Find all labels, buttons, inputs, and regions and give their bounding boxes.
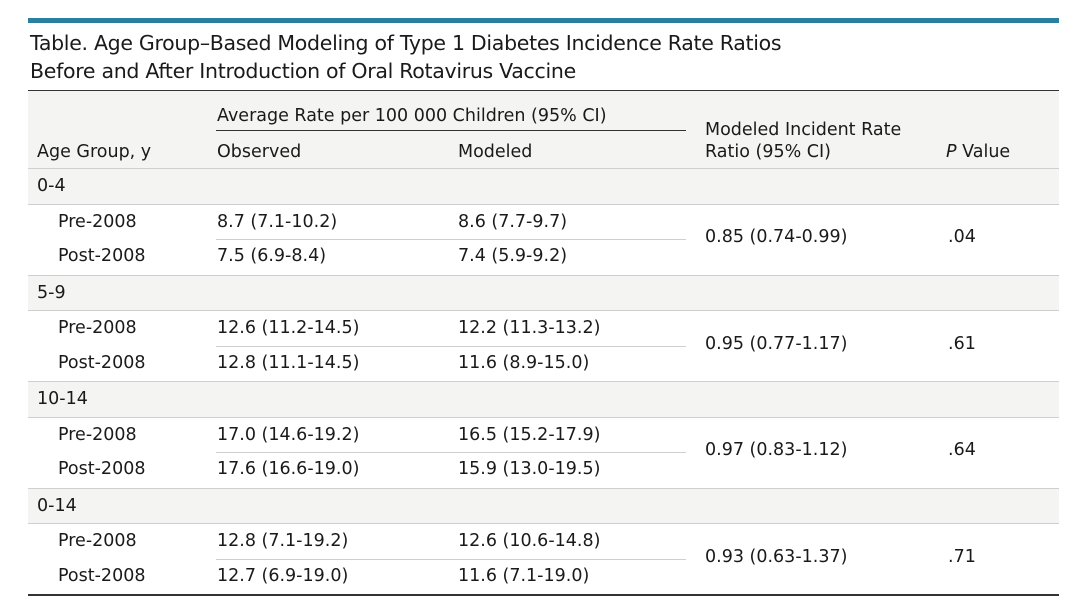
header-span-rule (216, 130, 686, 131)
period-cell: Pre-2008 (58, 318, 137, 338)
ratio-cell: 0.93 (0.63-1.37) (705, 546, 848, 567)
header-age-group: Age Group, y (37, 142, 152, 162)
period-cell: Post-2008 (58, 459, 146, 479)
p-value-cell: .64 (948, 440, 976, 460)
modeled-cell: 15.9 (13.0-19.5) (458, 459, 601, 479)
table-title-line1: Table. Age Group–Based Modeling of Type … (30, 31, 782, 55)
group-row: 10-14 (28, 381, 1059, 417)
table-row: Pre-2008 17.0 (14.6-19.2) 16.5 (15.2-17.9) (28, 416, 1059, 453)
period-cell: Post-2008 (58, 246, 146, 266)
group-row: 0-14 (28, 487, 1059, 524)
period-cell: Post-2008 (58, 565, 146, 586)
p-value-cell: .61 (948, 333, 976, 354)
table-bottom-rule (28, 594, 1059, 596)
header-p-value: P Value (946, 142, 1010, 162)
group-row: 5-9 (28, 274, 1059, 311)
table-title: Table. Age Group–Based Modeling of Type … (30, 29, 782, 85)
group-label: 0-4 (37, 176, 66, 196)
header-observed: Observed (217, 142, 302, 162)
period-cell: Pre-2008 (58, 211, 137, 232)
ratio-cell: 0.95 (0.77-1.17) (705, 333, 848, 354)
row-separator (216, 345, 686, 347)
observed-cell: 7.5 (6.9-8.4) (217, 246, 327, 266)
modeled-cell: 11.6 (7.1-19.0) (458, 565, 590, 586)
modeled-cell: 12.2 (11.3-13.2) (458, 318, 601, 338)
group-label: 5-9 (37, 282, 66, 303)
modeled-cell: 11.6 (8.9-15.0) (458, 352, 590, 373)
row-separator (216, 558, 686, 560)
modeled-cell: 16.5 (15.2-17.9) (458, 424, 601, 445)
observed-cell: 12.8 (11.1-14.5) (217, 352, 360, 373)
ratio-cell: 0.85 (0.74-0.99) (705, 227, 848, 247)
modeled-cell: 8.6 (7.7-9.7) (458, 211, 568, 232)
header-modeled: Modeled (458, 142, 533, 162)
ratio-cell: 0.97 (0.83-1.12) (705, 440, 848, 460)
observed-cell: 8.7 (7.1-10.2) (217, 211, 338, 232)
table-row: Post-2008 12.8 (11.1-14.5) 11.6 (8.9-15.0) (28, 346, 1059, 381)
row-separator (216, 239, 686, 240)
table-row: Pre-2008 8.7 (7.1-10.2) 8.6 (7.7-9.7) (28, 203, 1059, 240)
header-p-italic: P (946, 142, 957, 162)
group-label: 10-14 (37, 389, 88, 409)
accent-bar (28, 18, 1059, 23)
header-p-rest: Value (956, 142, 1011, 162)
period-cell: Pre-2008 (58, 424, 137, 445)
modeled-cell: 7.4 (5.9-9.2) (458, 246, 568, 266)
observed-cell: 12.8 (7.1-19.2) (217, 531, 349, 551)
p-value-cell: .71 (948, 546, 976, 567)
table-row: Post-2008 12.7 (6.9-19.0) 11.6 (7.1-19.0) (28, 559, 1059, 594)
table-row: Post-2008 17.6 (16.6-19.0) 15.9 (13.0-19.5… (28, 452, 1059, 487)
table-row: Pre-2008 12.6 (11.2-14.5) 12.2 (11.3-13.2) (28, 310, 1059, 346)
header-span-label: Average Rate per 100 000 Children (95% C… (217, 106, 607, 126)
group-label: 0-14 (37, 495, 77, 516)
observed-cell: 12.6 (11.2-14.5) (217, 318, 360, 338)
modeled-cell: 12.6 (10.6-14.8) (458, 531, 601, 551)
header-ratio-line2: Ratio (95% CI) (705, 142, 831, 162)
p-value-cell: .04 (948, 227, 976, 247)
table-row: Pre-2008 12.8 (7.1-19.2) 12.6 (10.6-14.8) (28, 523, 1059, 559)
observed-cell: 17.0 (14.6-19.2) (217, 424, 360, 445)
period-cell: Post-2008 (58, 352, 146, 373)
table-row: Post-2008 7.5 (6.9-8.4) 7.4 (5.9-9.2) (28, 239, 1059, 274)
observed-cell: 17.6 (16.6-19.0) (217, 459, 360, 479)
period-cell: Pre-2008 (58, 531, 137, 551)
table-title-line2: Before and After Introduction of Oral Ro… (30, 59, 576, 83)
observed-cell: 12.7 (6.9-19.0) (217, 565, 349, 586)
row-separator (216, 452, 686, 453)
group-row: 0-4 (28, 168, 1059, 204)
header-ratio-line1: Modeled Incident Rate (705, 120, 902, 140)
